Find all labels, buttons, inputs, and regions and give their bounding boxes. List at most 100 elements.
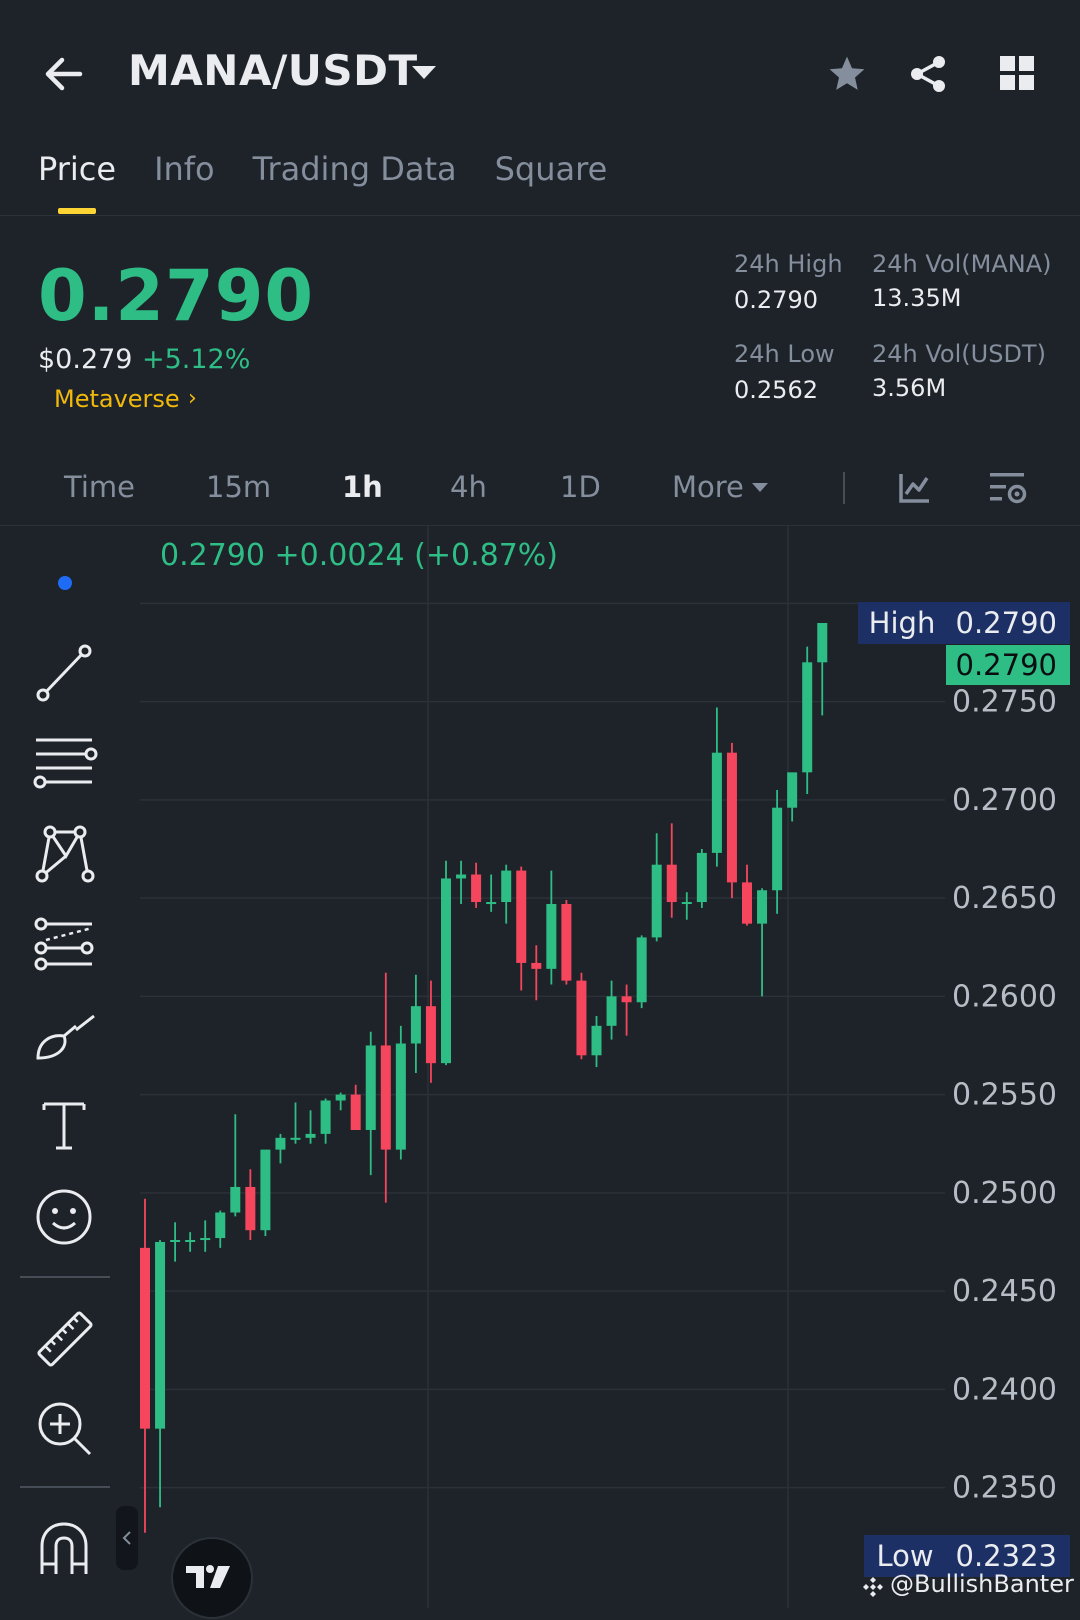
interval-more[interactable]: More	[672, 470, 744, 504]
candle-body	[275, 1137, 286, 1150]
low-value: 0.2323	[956, 1539, 1057, 1573]
candlestick-chart[interactable]: 0.2350 0.2400 0.2450 0.2500 0.2550 0.2600 0.26…	[0, 525, 1080, 1608]
candle-body	[757, 890, 768, 924]
text-icon[interactable]	[32, 1100, 96, 1152]
candle-body	[576, 980, 587, 1056]
tab-trading-data[interactable]: Trading Data	[252, 150, 457, 188]
divider	[20, 1276, 110, 1278]
candle-body	[817, 623, 828, 663]
chevron-down-icon[interactable]	[752, 483, 768, 492]
divider	[0, 215, 1080, 216]
y-tick-label: 0.2750	[952, 685, 1057, 720]
y-tick-label: 0.2350	[952, 1471, 1057, 1506]
last-price: 0.2790	[38, 255, 315, 337]
y-tick-label: 0.2450	[952, 1274, 1057, 1309]
share-icon[interactable]	[908, 54, 948, 94]
stat-vol-quote-value: 3.56M	[872, 374, 947, 402]
stat-vol-quote-label: 24h Vol(USDT)	[872, 340, 1046, 368]
tab-bar: Price Info Trading Data Square	[38, 150, 645, 188]
high-value: 0.2790	[956, 606, 1057, 640]
high-label-box	[858, 602, 946, 644]
magnet-icon[interactable]	[32, 1518, 96, 1578]
candle-body	[696, 852, 707, 903]
candle-body	[561, 903, 572, 981]
stat-low-value: 0.2562	[734, 376, 818, 404]
interval-1d[interactable]: 1D	[560, 470, 601, 504]
indicator-icon[interactable]	[898, 472, 932, 504]
chevron-down-icon[interactable]	[412, 66, 436, 79]
candle-body	[350, 1094, 361, 1130]
divider	[0, 525, 1080, 526]
candle-body	[681, 902, 692, 905]
star-icon[interactable]	[826, 54, 868, 94]
high-label: High	[869, 606, 936, 640]
low-value-box	[946, 1535, 1070, 1577]
chevron-right-icon[interactable]: ›	[188, 386, 197, 411]
trend-line-icon[interactable]	[32, 640, 96, 704]
grid-icon[interactable]	[1000, 56, 1036, 92]
candle-body	[380, 1045, 391, 1150]
tab-price[interactable]: Price	[38, 150, 117, 188]
usd-price: $0.279	[38, 344, 133, 375]
y-tick-label: 0.2500	[952, 1176, 1057, 1211]
low-label: Low	[876, 1539, 933, 1573]
tradingview-logo-icon	[171, 1537, 253, 1619]
candle-body	[591, 1025, 602, 1056]
tab-square[interactable]: Square	[494, 150, 608, 188]
candle-body	[501, 870, 512, 903]
candle-body	[410, 1006, 421, 1044]
candle-body	[441, 878, 451, 1064]
horizontal-lines-icon[interactable]	[32, 732, 98, 794]
status-dot	[58, 576, 72, 590]
high-value-box	[946, 602, 1070, 644]
stat-low-label: 24h Low	[734, 340, 835, 368]
pair-title[interactable]: MANA/USDT	[128, 46, 418, 95]
interval-15m[interactable]: 15m	[206, 470, 272, 504]
zoom-in-icon[interactable]	[32, 1396, 98, 1462]
stat-vol-base-label: 24h Vol(MANA)	[872, 250, 1052, 278]
interval-1h[interactable]: 1h	[342, 470, 383, 504]
interval-4h[interactable]: 4h	[450, 470, 487, 504]
emoji-icon[interactable]	[32, 1186, 96, 1248]
candle-body	[471, 874, 482, 903]
candle-body	[335, 1094, 346, 1101]
candle-body	[651, 864, 662, 938]
candle-body	[365, 1045, 376, 1130]
candle-body	[726, 752, 737, 883]
candle-body	[200, 1238, 211, 1241]
collapse-toolbar-handle[interactable]	[116, 1506, 138, 1570]
candle-body	[802, 662, 813, 773]
candle-body	[305, 1133, 316, 1138]
interval-time[interactable]: Time	[64, 470, 135, 504]
fib-icon[interactable]	[32, 914, 96, 976]
candle-body	[230, 1186, 241, 1213]
candle-body	[395, 1043, 406, 1150]
candle-body	[155, 1241, 166, 1429]
candle-body	[711, 752, 722, 853]
candle-body	[787, 772, 798, 808]
candle-body	[320, 1100, 331, 1134]
last-price-tag-box	[946, 645, 1070, 685]
last-price-tag: 0.2790	[956, 648, 1057, 682]
pattern-icon[interactable]	[32, 822, 96, 886]
ruler-icon[interactable]	[32, 1306, 98, 1372]
candle-body	[546, 903, 557, 969]
divider	[20, 1486, 110, 1488]
candle-body	[516, 870, 527, 963]
sector-link[interactable]: Metaverse	[54, 385, 180, 413]
candle-body	[290, 1137, 301, 1140]
y-tick-label: 0.2550	[952, 1078, 1057, 1113]
candle-body	[456, 874, 467, 879]
brush-icon[interactable]	[32, 1012, 100, 1064]
candle-body	[140, 1247, 150, 1429]
binance-logo-icon	[863, 1577, 883, 1597]
stat-high-value: 0.2790	[734, 286, 818, 314]
active-tab-indicator	[58, 208, 96, 214]
tab-info[interactable]: Info	[154, 150, 215, 188]
y-tick-label: 0.2400	[952, 1372, 1057, 1407]
y-tick-label: 0.2600	[952, 979, 1057, 1014]
back-arrow-icon[interactable]	[40, 52, 88, 96]
chart-settings-icon[interactable]	[988, 470, 1028, 506]
candle-body	[425, 1006, 436, 1064]
candle-body	[185, 1240, 196, 1243]
